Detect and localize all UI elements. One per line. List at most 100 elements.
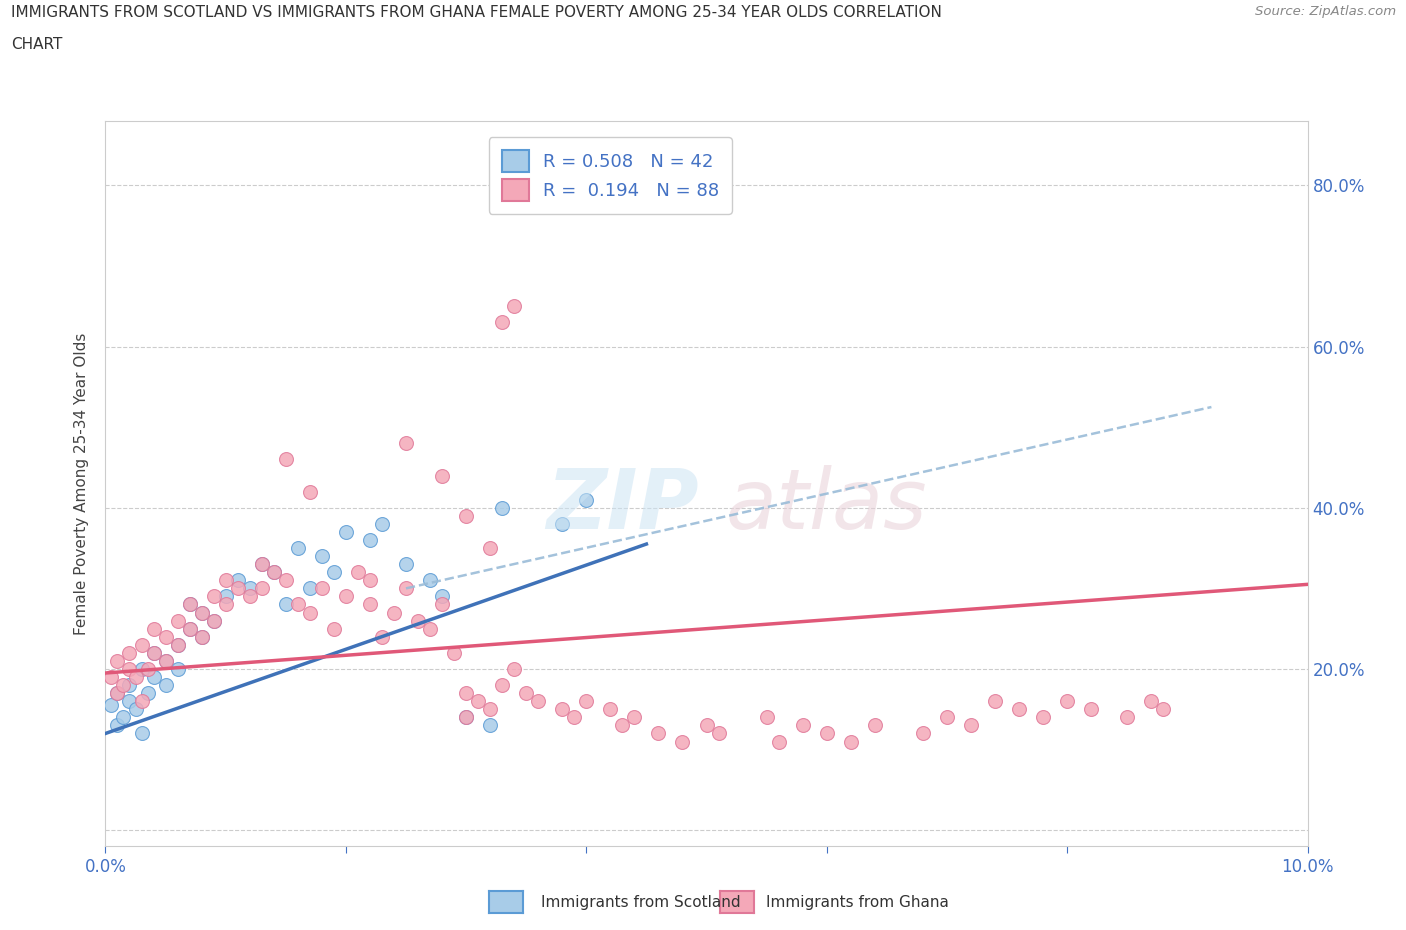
Point bbox=[190, 605, 212, 620]
Point bbox=[107, 685, 129, 700]
Point bbox=[359, 597, 381, 612]
Point bbox=[623, 710, 645, 724]
Point bbox=[274, 597, 297, 612]
Point bbox=[298, 485, 321, 499]
Point bbox=[503, 661, 526, 676]
Point bbox=[311, 581, 333, 596]
Point bbox=[551, 516, 574, 531]
Point bbox=[430, 468, 453, 483]
Point bbox=[179, 597, 201, 612]
Point bbox=[322, 621, 344, 636]
Point bbox=[395, 436, 418, 451]
Text: Source: ZipAtlas.com: Source: ZipAtlas.com bbox=[1256, 5, 1396, 18]
Point bbox=[107, 718, 129, 733]
Point bbox=[491, 315, 513, 330]
Point bbox=[839, 734, 862, 749]
Text: CHART: CHART bbox=[11, 37, 63, 52]
Point bbox=[1116, 710, 1139, 724]
Point bbox=[142, 645, 165, 660]
Point bbox=[1056, 694, 1078, 709]
Point bbox=[454, 509, 477, 524]
Point bbox=[491, 500, 513, 515]
Point bbox=[311, 549, 333, 564]
Point bbox=[250, 581, 273, 596]
Point bbox=[155, 630, 177, 644]
Point bbox=[371, 516, 394, 531]
Point bbox=[612, 718, 634, 733]
Point bbox=[430, 597, 453, 612]
Point bbox=[124, 670, 146, 684]
Point bbox=[118, 694, 141, 709]
Point bbox=[155, 678, 177, 693]
Point bbox=[202, 589, 225, 604]
Point bbox=[1140, 694, 1163, 709]
Point bbox=[599, 702, 621, 717]
Point bbox=[671, 734, 693, 749]
Point bbox=[179, 621, 201, 636]
Point bbox=[179, 621, 201, 636]
Point bbox=[214, 597, 236, 612]
Point bbox=[142, 621, 165, 636]
Point bbox=[551, 702, 574, 717]
Point bbox=[287, 597, 309, 612]
Point bbox=[274, 452, 297, 467]
Point bbox=[527, 694, 550, 709]
Point bbox=[136, 661, 159, 676]
Point bbox=[335, 525, 357, 539]
Point bbox=[250, 557, 273, 572]
Point bbox=[863, 718, 886, 733]
Text: IMMIGRANTS FROM SCOTLAND VS IMMIGRANTS FROM GHANA FEMALE POVERTY AMONG 25-34 YEA: IMMIGRANTS FROM SCOTLAND VS IMMIGRANTS F… bbox=[11, 5, 942, 20]
Point bbox=[118, 645, 141, 660]
Point bbox=[136, 685, 159, 700]
Point bbox=[166, 661, 188, 676]
Text: atlas: atlas bbox=[725, 465, 928, 546]
Point bbox=[503, 299, 526, 313]
Point bbox=[479, 718, 502, 733]
Point bbox=[298, 605, 321, 620]
Point bbox=[395, 557, 418, 572]
Point bbox=[430, 589, 453, 604]
Point bbox=[1080, 702, 1102, 717]
Point bbox=[226, 573, 249, 588]
Point bbox=[179, 597, 201, 612]
Point bbox=[382, 605, 405, 620]
Point bbox=[107, 685, 129, 700]
Point bbox=[707, 726, 730, 741]
Point bbox=[166, 637, 188, 652]
Point bbox=[359, 573, 381, 588]
Point bbox=[287, 540, 309, 555]
Point bbox=[124, 702, 146, 717]
Point bbox=[443, 645, 465, 660]
Point bbox=[371, 630, 394, 644]
Point bbox=[395, 581, 418, 596]
Point bbox=[335, 589, 357, 604]
Point bbox=[1152, 702, 1174, 717]
Point bbox=[768, 734, 790, 749]
Point bbox=[515, 685, 537, 700]
Point bbox=[454, 685, 477, 700]
Point bbox=[190, 630, 212, 644]
Point bbox=[984, 694, 1007, 709]
Point bbox=[166, 613, 188, 628]
Legend: R = 0.508   N = 42, R =  0.194   N = 88: R = 0.508 N = 42, R = 0.194 N = 88 bbox=[489, 138, 731, 214]
Point bbox=[239, 589, 262, 604]
Point bbox=[250, 557, 273, 572]
Point bbox=[274, 573, 297, 588]
Point bbox=[359, 533, 381, 548]
Point bbox=[454, 710, 477, 724]
Point bbox=[131, 726, 153, 741]
Text: Immigrants from Scotland: Immigrants from Scotland bbox=[541, 895, 741, 910]
Point bbox=[263, 565, 285, 579]
Point bbox=[214, 573, 236, 588]
Y-axis label: Female Poverty Among 25-34 Year Olds: Female Poverty Among 25-34 Year Olds bbox=[75, 332, 90, 635]
Point bbox=[263, 565, 285, 579]
Point bbox=[118, 661, 141, 676]
Point bbox=[936, 710, 959, 724]
Point bbox=[562, 710, 585, 724]
Point bbox=[696, 718, 718, 733]
Point bbox=[118, 678, 141, 693]
Point bbox=[107, 654, 129, 669]
Point bbox=[155, 654, 177, 669]
Point bbox=[815, 726, 838, 741]
Point bbox=[142, 670, 165, 684]
